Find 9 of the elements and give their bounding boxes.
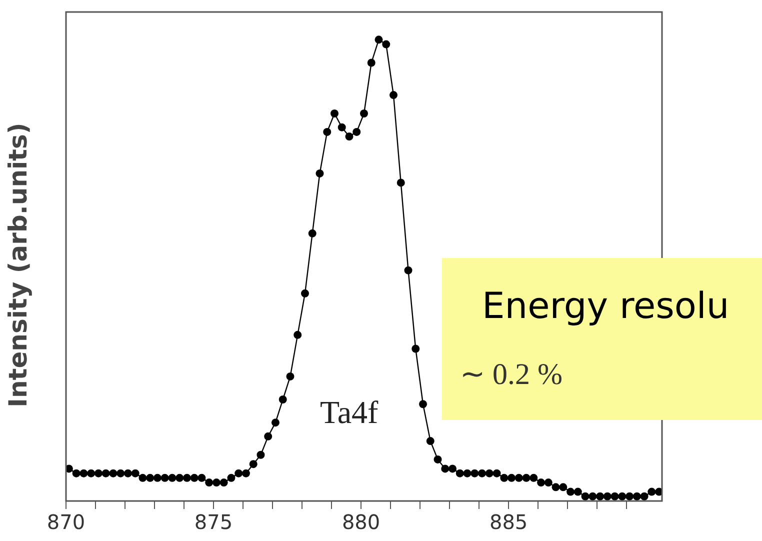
note-box: Energy resolu ∼ 0.2 % — [442, 258, 762, 420]
annotation: Ta4f — [320, 394, 378, 431]
y-axis-title: Intensity (arb.units) — [4, 122, 32, 408]
x-tick-label: 880 — [342, 510, 380, 534]
annotation: Energy resolu — [482, 286, 730, 327]
annotation: ∼ 0.2 % — [460, 357, 562, 392]
x-tick-label: 870 — [46, 510, 86, 534]
x-tick-label: 885 — [489, 510, 528, 534]
x-tick-label: 875 — [194, 510, 233, 534]
